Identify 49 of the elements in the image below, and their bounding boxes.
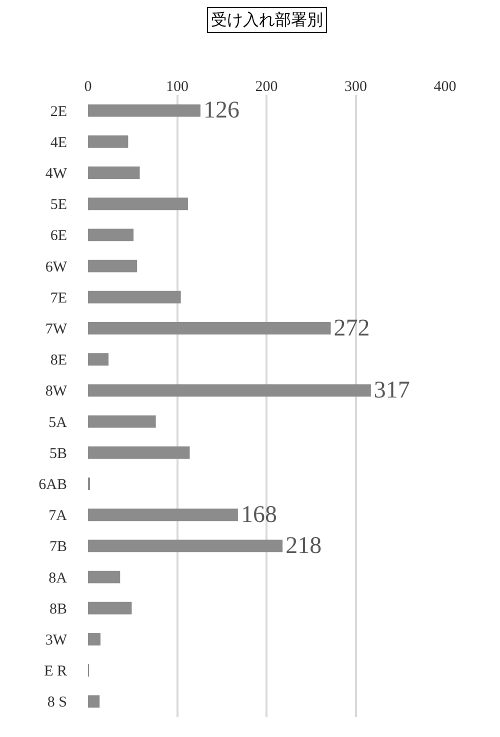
bar bbox=[88, 228, 134, 242]
y-tick-label: 8E bbox=[50, 352, 67, 369]
y-tick-label: 8A bbox=[48, 570, 68, 586]
data-label: 218 bbox=[286, 532, 322, 559]
x-tick-label: 200 bbox=[255, 79, 278, 95]
y-tick-label: 8 S bbox=[47, 694, 67, 711]
bar bbox=[88, 353, 109, 366]
y-tick-label: 6AB bbox=[38, 477, 67, 493]
y-tick-label: 2E bbox=[50, 104, 67, 120]
bar bbox=[88, 633, 100, 646]
x-tick-label: 100 bbox=[166, 79, 188, 95]
bar bbox=[88, 198, 188, 210]
bar bbox=[88, 166, 140, 179]
y-tick-label: 7E bbox=[50, 290, 67, 306]
x-tick-label: 0 bbox=[84, 79, 92, 95]
bar bbox=[88, 290, 181, 304]
bar bbox=[88, 415, 156, 428]
y-tick-label: 7B bbox=[49, 539, 67, 556]
y-tick-label: E R bbox=[44, 664, 67, 680]
y-tick-label: 4W bbox=[45, 166, 68, 182]
y-tick-label: 7A bbox=[48, 508, 68, 524]
bar bbox=[88, 322, 331, 334]
y-tick-label: 6E bbox=[50, 228, 67, 244]
y-tick-label: 5B bbox=[49, 446, 67, 462]
y-tick-label: 6W bbox=[45, 259, 68, 276]
bar bbox=[88, 695, 100, 708]
bar bbox=[88, 508, 238, 522]
y-tick-label: 5A bbox=[48, 414, 68, 431]
data-label: 126 bbox=[203, 98, 240, 124]
bar bbox=[88, 384, 371, 397]
chart-title: 受け入れ部署別 bbox=[211, 11, 323, 29]
bar bbox=[88, 446, 190, 459]
y-tick-label: 5E bbox=[50, 197, 67, 214]
y-tick-label: 3W bbox=[45, 632, 68, 648]
y-tick-label: 8W bbox=[45, 384, 68, 400]
bar bbox=[88, 602, 132, 614]
data-label: 168 bbox=[240, 502, 277, 528]
y-tick-label: 8B bbox=[49, 601, 67, 618]
x-tick-label: 300 bbox=[344, 79, 367, 95]
data-label: 272 bbox=[334, 315, 370, 342]
bar bbox=[88, 570, 120, 584]
bar bbox=[88, 135, 128, 148]
bar bbox=[88, 540, 283, 552]
bar bbox=[88, 260, 138, 272]
data-label: 317 bbox=[374, 377, 410, 404]
bar bbox=[88, 104, 200, 117]
x-tick-label: 400 bbox=[434, 79, 456, 95]
y-tick-label: 4E bbox=[50, 134, 67, 151]
y-tick-label: 7W bbox=[45, 322, 68, 338]
